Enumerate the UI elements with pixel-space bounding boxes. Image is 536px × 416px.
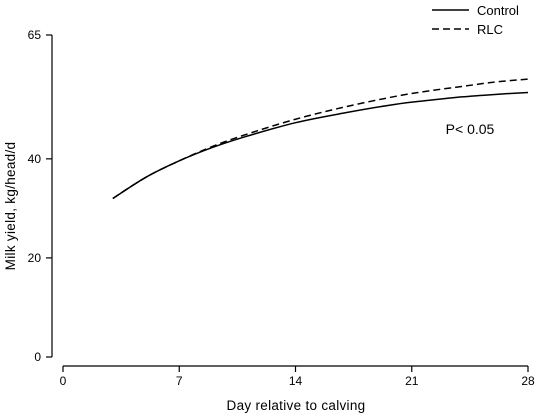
y-ticks: 0 20 40 65: [28, 28, 52, 364]
y-tick-label: 40: [28, 152, 42, 166]
y-axis-title: Milk yield, kg/head/d: [3, 142, 18, 271]
y-tick-label: 20: [28, 251, 42, 265]
legend-label-rlc: RLC: [477, 22, 503, 37]
x-tick-label: 14: [289, 374, 303, 388]
series-line-control: [112, 91, 529, 200]
y-tick-label: 65: [28, 28, 42, 42]
legend: Control RLC: [432, 3, 519, 37]
y-axis: 0 20 40 65: [28, 28, 53, 364]
x-tick-label: 21: [405, 374, 419, 388]
y-tick-label: 0: [34, 350, 41, 364]
legend-label-control: Control: [477, 3, 519, 18]
x-axis: 0 7 14 21 28: [60, 365, 535, 388]
significance-annotation: P< 0.05: [446, 121, 495, 137]
x-axis-title: Day relative to calving: [227, 398, 366, 413]
series-line-rlc: [112, 78, 529, 200]
x-tick-label: 7: [176, 374, 183, 388]
series-layer: [112, 78, 529, 200]
x-ticks: 0 7 14 21 28: [60, 366, 535, 388]
x-tick-label: 0: [60, 374, 67, 388]
x-tick-label: 28: [521, 374, 535, 388]
